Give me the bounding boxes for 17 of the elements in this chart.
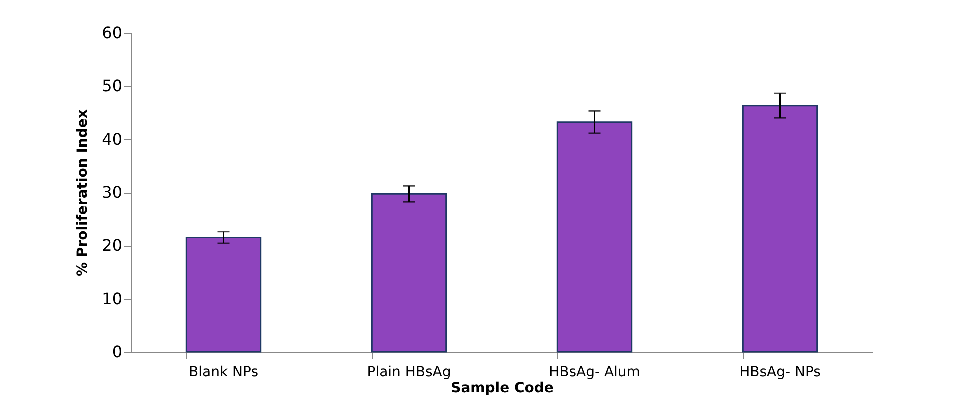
y-tick-label: 10: [102, 289, 122, 308]
x-axis-title: Sample Code: [451, 380, 554, 396]
bar: [742, 105, 818, 353]
y-tick-label: 60: [102, 24, 122, 42]
x-tick-label: Blank NPs: [189, 364, 258, 380]
y-axis-title: % Proliferation Index: [75, 110, 92, 276]
y-tick-label: 0: [112, 342, 122, 362]
y-tick-label: 20: [102, 236, 122, 256]
bar: [556, 122, 633, 353]
x-tick-label: HBsAg- Alum: [549, 364, 640, 380]
x-tick-label: Plain HBsAg: [367, 364, 452, 380]
bar: [371, 193, 448, 353]
y-tick-label: 50: [102, 76, 122, 96]
x-tick-label: HBsAg- NPs: [740, 364, 821, 380]
y-tick-label: 30: [102, 183, 122, 202]
bar: [186, 236, 262, 353]
y-tick-label: 40: [102, 130, 122, 149]
